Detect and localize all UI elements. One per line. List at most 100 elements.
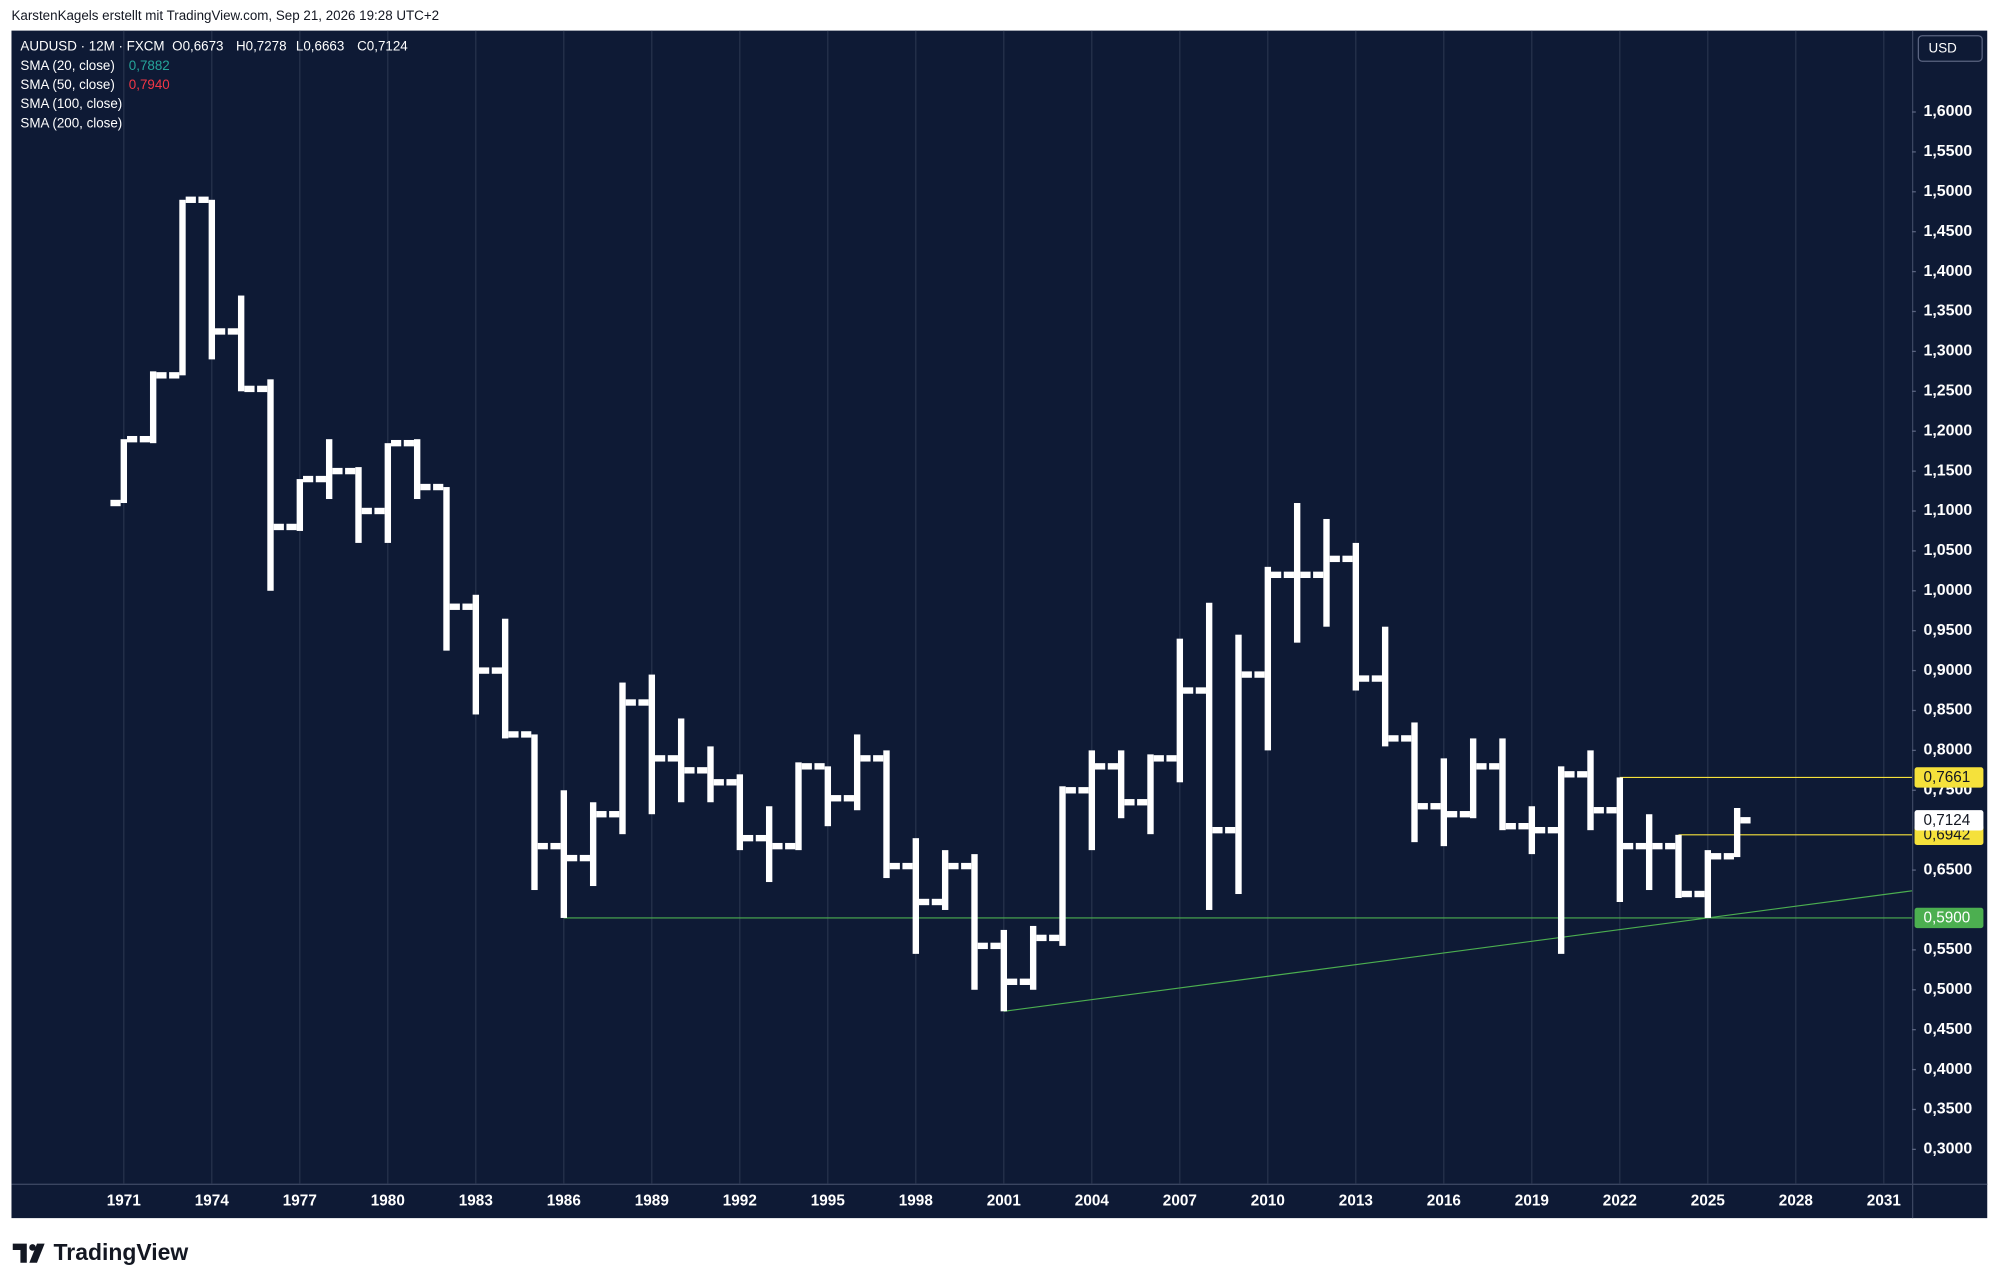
bar-range [384, 443, 392, 543]
y-tick-label: 0,9000 [1923, 662, 1972, 679]
bar-range [1733, 807, 1741, 858]
bar-open [227, 328, 238, 335]
bar-close [1711, 853, 1722, 860]
y-tick-label: 0,8000 [1923, 742, 1972, 759]
x-tick-label: 2010 [1251, 1193, 1285, 1210]
bar-close [1153, 755, 1164, 762]
bar-range [1381, 626, 1389, 747]
bar-close [1241, 671, 1252, 678]
bar-open [609, 811, 620, 818]
bar-open [257, 385, 268, 393]
bar-open [433, 483, 444, 491]
bar-open [1107, 763, 1118, 770]
bar-open [990, 942, 1001, 950]
bar-close [1564, 771, 1575, 778]
bar-open [1694, 890, 1705, 898]
bar-range [413, 439, 421, 500]
currency-box[interactable] [1917, 35, 1983, 62]
y-tick-label: 1,0500 [1923, 542, 1972, 559]
bar-open [843, 795, 854, 802]
bar-range [120, 439, 128, 504]
price-label-box [1914, 907, 1984, 929]
x-tick-label: 1998 [899, 1193, 934, 1210]
bar-open [462, 603, 473, 610]
x-tick-label: 1986 [547, 1193, 581, 1210]
bar-range [1264, 566, 1272, 751]
bar-open [1078, 787, 1089, 794]
bar-range [589, 802, 597, 887]
bar-range [648, 674, 656, 815]
bar-close [1300, 571, 1311, 579]
bar-close [1271, 571, 1282, 579]
bar-close [831, 795, 842, 802]
bar-close [1740, 817, 1751, 824]
bar-close [1681, 890, 1692, 898]
bar-open [1606, 807, 1617, 814]
bar-range [560, 790, 568, 918]
bar-open [755, 834, 766, 842]
bar-range [941, 850, 949, 910]
bar-close [303, 475, 314, 483]
bar-close [684, 767, 695, 774]
bar-close [1623, 842, 1634, 850]
bar-close [1007, 978, 1018, 985]
bar-open [1283, 571, 1294, 579]
bar-close [772, 842, 783, 850]
bar-open [345, 467, 356, 475]
x-tick-label: 2001 [987, 1193, 1022, 1210]
bar-open [726, 779, 737, 786]
trendline [1003, 890, 1913, 1012]
bar-range [736, 774, 744, 851]
bar-close [127, 435, 138, 443]
bar-range [795, 762, 802, 851]
bar-close [889, 862, 900, 870]
ohlc-label: C0,7124 [357, 39, 408, 54]
symbol: AUDUSD · 12M · FXCM [20, 39, 164, 54]
y-tick-label: 0,4500 [1923, 1021, 1972, 1038]
y-tick-label: 0,4000 [1923, 1061, 1972, 1078]
currency: USD [1929, 41, 1958, 56]
bar-range [267, 379, 274, 591]
bar-open [1665, 842, 1676, 850]
y-tick-label: 1,5500 [1923, 143, 1972, 160]
bar-range [619, 682, 626, 835]
bar-range [296, 479, 304, 531]
bar-open [1489, 763, 1500, 770]
x-tick-label: 1974 [195, 1193, 230, 1210]
bar-open [1401, 735, 1412, 742]
bar-open [1342, 555, 1353, 563]
y-tick-label: 0,3500 [1923, 1101, 1972, 1118]
bar-range [1675, 834, 1682, 899]
bar-close [1535, 826, 1546, 834]
bar-range [1029, 925, 1037, 990]
bar-close [391, 439, 402, 447]
bar-close [860, 755, 871, 762]
bar-range [149, 371, 157, 444]
bar-range [1293, 503, 1301, 643]
bar-range [1323, 518, 1330, 627]
bar-open [198, 196, 209, 203]
bar-open [1166, 755, 1177, 762]
bar-open [1547, 826, 1558, 834]
y-tick-label: 1,3500 [1923, 303, 1972, 320]
x-tick-label: 1977 [283, 1193, 317, 1210]
bar-open [491, 667, 502, 674]
bar-close [332, 467, 343, 475]
bar-range [1587, 750, 1594, 831]
bar-range [677, 718, 685, 803]
x-tick-label: 2025 [1691, 1193, 1726, 1210]
bar-close [1593, 807, 1604, 814]
bar-range [1616, 777, 1624, 902]
bar-range [472, 594, 480, 715]
indicator-value: 0,7882 [129, 58, 170, 73]
y-tick-label: 0,8500 [1923, 702, 1972, 719]
bar-close [244, 385, 255, 393]
bar-close [185, 196, 196, 203]
bar-close [1505, 823, 1516, 830]
bar-open [1049, 934, 1060, 942]
watermark: KarstenKagels erstellt mit TradingView.c… [11, 8, 439, 23]
bar-range [912, 838, 920, 954]
y-tick-label: 1,6000 [1923, 103, 1972, 120]
price-label: 0,7661 [1923, 769, 1970, 786]
